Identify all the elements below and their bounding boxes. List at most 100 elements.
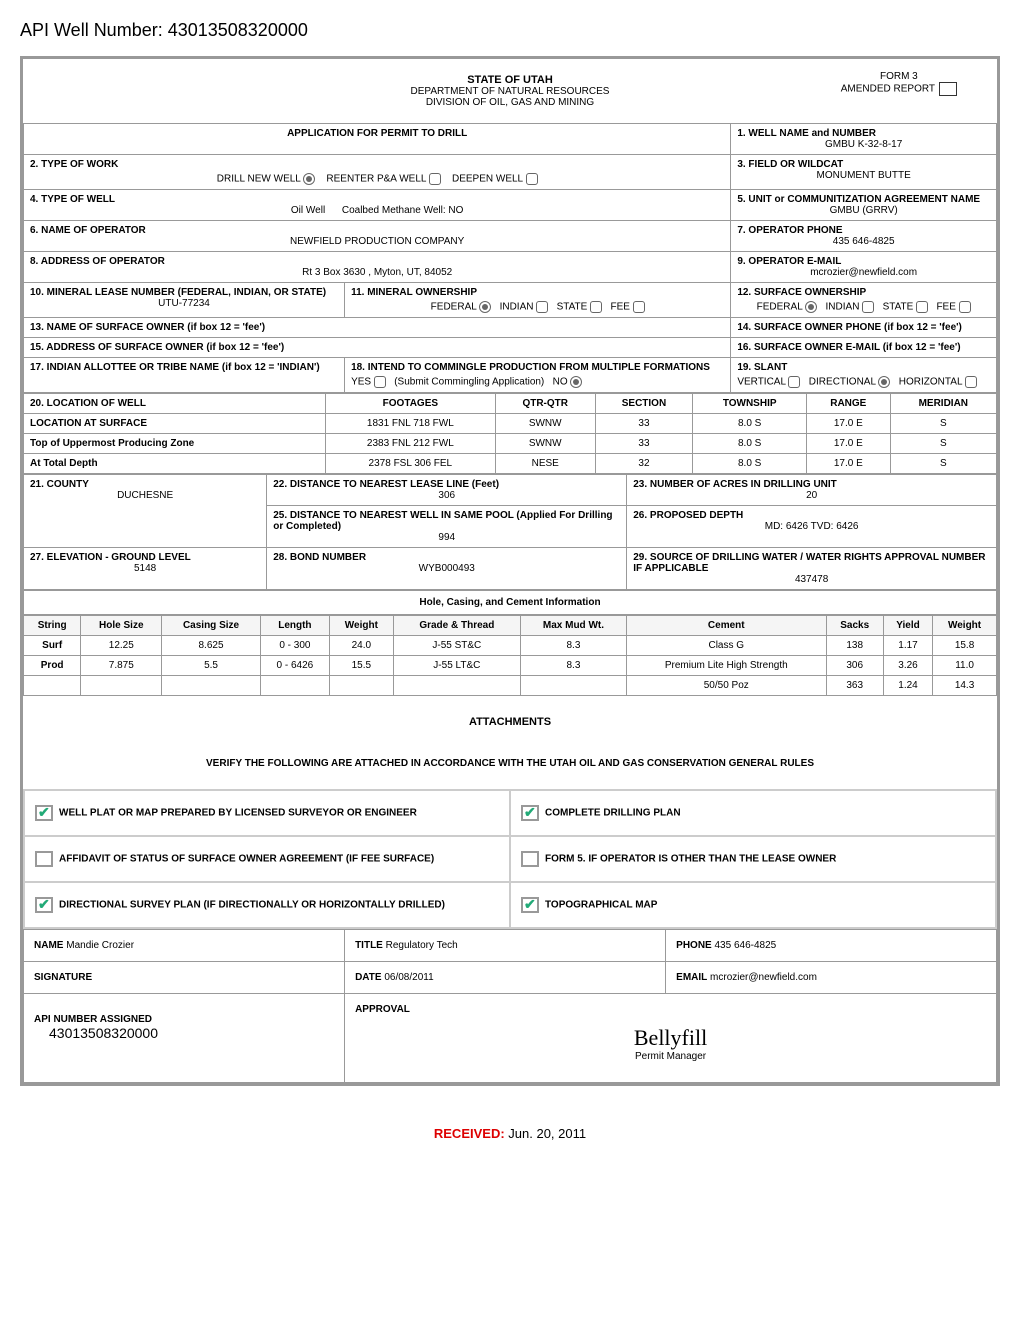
well-name-val: GMBU K-32-8-17: [737, 139, 990, 150]
plat-label: WELL PLAT OR MAP PREPARED BY LICENSED SU…: [59, 808, 417, 819]
sig-date-lbl: DATE: [355, 972, 381, 983]
dist-well-val: 994: [273, 532, 620, 543]
county-table: 21. COUNTYDUCHESNE 22. DISTANCE TO NEARE…: [23, 474, 997, 590]
township-lbl: TOWNSHIP: [693, 394, 807, 414]
slant-directional-radio[interactable]: [878, 376, 890, 388]
casing-cell: 8.3: [520, 636, 626, 656]
depth-mer: S: [890, 454, 996, 474]
submit-comm-label: (Submit Commingling Application): [394, 377, 544, 388]
casing-cell: [260, 676, 329, 696]
phone-lbl: 7. OPERATOR PHONE: [737, 225, 842, 236]
form5-label: FORM 5. IF OPERATOR IS OTHER THAN THE LE…: [545, 854, 836, 865]
plan-label: COMPLETE DRILLING PLAN: [545, 808, 681, 819]
commingle-lbl: 18. INTEND TO COMMINGLE PRODUCTION FROM …: [351, 362, 710, 373]
min-state-radio[interactable]: [590, 301, 602, 313]
slant-vertical-radio[interactable]: [788, 376, 800, 388]
top-rng: 17.0 E: [806, 434, 890, 454]
dist-lease-lbl: 22. DISTANCE TO NEAREST LEASE LINE (Feet…: [273, 479, 499, 490]
range-lbl: RANGE: [806, 394, 890, 414]
plat-checkbox[interactable]: [35, 805, 53, 821]
coalbed-val: Coalbed Methane Well: NO: [342, 205, 464, 216]
casing-cell: 15.5: [329, 656, 393, 676]
email-lbl: 9. OPERATOR E-MAIL: [737, 256, 841, 267]
federal-label: FEDERAL: [431, 302, 477, 313]
topo-label: TOPOGRAPHICAL MAP: [545, 900, 657, 911]
amended-label: AMENDED REPORT: [841, 84, 935, 95]
fee-label: FEE: [610, 302, 629, 313]
casing-header: Grade & Thread: [393, 616, 520, 636]
casing-cell: [81, 676, 162, 696]
casing-cell: 1.17: [883, 636, 932, 656]
surf-state-radio[interactable]: [916, 301, 928, 313]
reenter-label: REENTER P&A WELL: [326, 174, 426, 185]
amended-checkbox[interactable]: [939, 82, 957, 96]
commingle-yes-radio[interactable]: [374, 376, 386, 388]
casing-header: Length: [260, 616, 329, 636]
drill-new-radio[interactable]: [303, 173, 315, 185]
slant-horizontal-radio[interactable]: [965, 376, 977, 388]
app-title: APPLICATION FOR PERMIT TO DRILL: [24, 124, 731, 155]
sig-email-val: mcrozier@newfield.com: [710, 972, 817, 983]
surf-indian-radio[interactable]: [862, 301, 874, 313]
lease-val: UTU-77234: [30, 298, 338, 309]
table-row: 50/50 Poz3631.2414.3: [24, 676, 997, 696]
top-qtr: SWNW: [495, 434, 595, 454]
casing-cell: 0 - 300: [260, 636, 329, 656]
survey-label: DIRECTIONAL SURVEY PLAN (IF DIRECTIONALL…: [59, 900, 445, 911]
bond-lbl: 28. BOND NUMBER: [273, 552, 366, 563]
surf-fee-radio[interactable]: [959, 301, 971, 313]
surf-federal-radio[interactable]: [805, 301, 817, 313]
type-well-lbl: 4. TYPE OF WELL: [30, 194, 115, 205]
casing-cell: 0 - 6426: [260, 656, 329, 676]
min-fee-radio[interactable]: [633, 301, 645, 313]
prop-depth-val: MD: 6426 TVD: 6426: [633, 521, 990, 532]
addr-lbl: 8. ADDRESS OF OPERATOR: [30, 256, 165, 267]
sig-approval-lbl: APPROVAL: [355, 1004, 410, 1015]
form3-label: FORM 3: [841, 71, 957, 82]
indian-label: INDIAN: [500, 302, 534, 313]
field-lbl: 3. FIELD OR WILDCAT: [737, 159, 843, 170]
elev-val: 5148: [30, 563, 260, 574]
reenter-radio[interactable]: [429, 173, 441, 185]
topo-checkbox[interactable]: [521, 897, 539, 913]
prop-depth-lbl: 26. PROPOSED DEPTH: [633, 510, 743, 521]
form5-checkbox[interactable]: [521, 851, 539, 867]
casing-header: String: [24, 616, 81, 636]
deepen-radio[interactable]: [526, 173, 538, 185]
min-federal-radio[interactable]: [479, 301, 491, 313]
top-mer: S: [890, 434, 996, 454]
horizontal-label: HORIZONTAL: [899, 377, 962, 388]
acres-lbl: 23. NUMBER OF ACRES IN DRILLING UNIT: [633, 479, 837, 490]
signature-table: NAME Mandie Crozier TITLE Regulatory Tec…: [23, 929, 997, 1083]
casing-header: Max Mud Wt.: [520, 616, 626, 636]
qtr-lbl: QTR-QTR: [495, 394, 595, 414]
casing-cell: Class G: [627, 636, 827, 656]
casing-cell: [393, 676, 520, 696]
casing-cell: 15.8: [933, 636, 997, 656]
casing-cell: 50/50 Poz: [627, 676, 827, 696]
casing-header: Casing Size: [162, 616, 261, 636]
casing-cell: 138: [826, 636, 883, 656]
casing-cell: 306: [826, 656, 883, 676]
loc-surf-rng: 17.0 E: [806, 414, 890, 434]
min-indian-radio[interactable]: [536, 301, 548, 313]
location-table: 20. LOCATION OF WELL FOOTAGES QTR-QTR SE…: [23, 393, 997, 474]
casing-table: StringHole SizeCasing SizeLengthWeightGr…: [23, 615, 997, 696]
loc-surf-foot: 1831 FNL 718 FWL: [325, 414, 495, 434]
surf-name-lbl: 13. NAME OF SURFACE OWNER (if box 12 = '…: [30, 322, 265, 333]
surf-phone-lbl: 14. SURFACE OWNER PHONE (if box 12 = 'fe…: [737, 322, 962, 333]
affidavit-label: AFFIDAVIT OF STATUS OF SURFACE OWNER AGR…: [59, 854, 434, 865]
survey-checkbox[interactable]: [35, 897, 53, 913]
affidavit-checkbox[interactable]: [35, 851, 53, 867]
plan-checkbox[interactable]: [521, 805, 539, 821]
source-val: 437478: [633, 574, 990, 585]
sig-api-lbl: API NUMBER ASSIGNED: [34, 1014, 152, 1025]
deepen-label: DEEPEN WELL: [452, 174, 523, 185]
attachments-table: WELL PLAT OR MAP PREPARED BY LICENSED SU…: [23, 789, 997, 929]
phone-val: 435 646-4825: [737, 236, 990, 247]
commingle-no-radio[interactable]: [570, 376, 582, 388]
acres-val: 20: [633, 490, 990, 501]
casing-cell: 14.3: [933, 676, 997, 696]
county-val: DUCHESNE: [30, 490, 260, 501]
lease-lbl: 10. MINERAL LEASE NUMBER (FEDERAL, INDIA…: [30, 287, 326, 298]
